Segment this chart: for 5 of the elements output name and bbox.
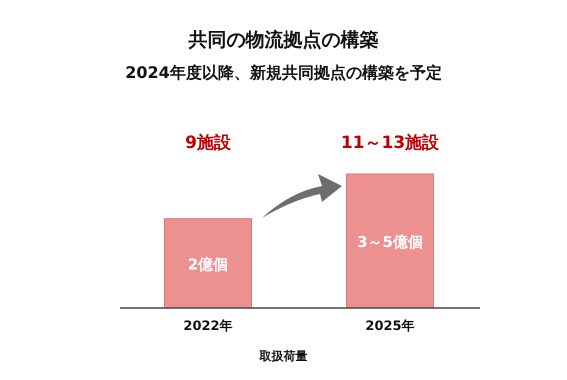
xlabel: 取扱荷量	[260, 349, 308, 363]
title: 共同の物流拠点の構築	[188, 29, 378, 51]
annotation: 9施設	[185, 133, 231, 153]
subtitle: 2024年度以降、新規共同拠点の構築を予定	[125, 63, 442, 82]
annotation: 11～13施設	[340, 133, 440, 153]
